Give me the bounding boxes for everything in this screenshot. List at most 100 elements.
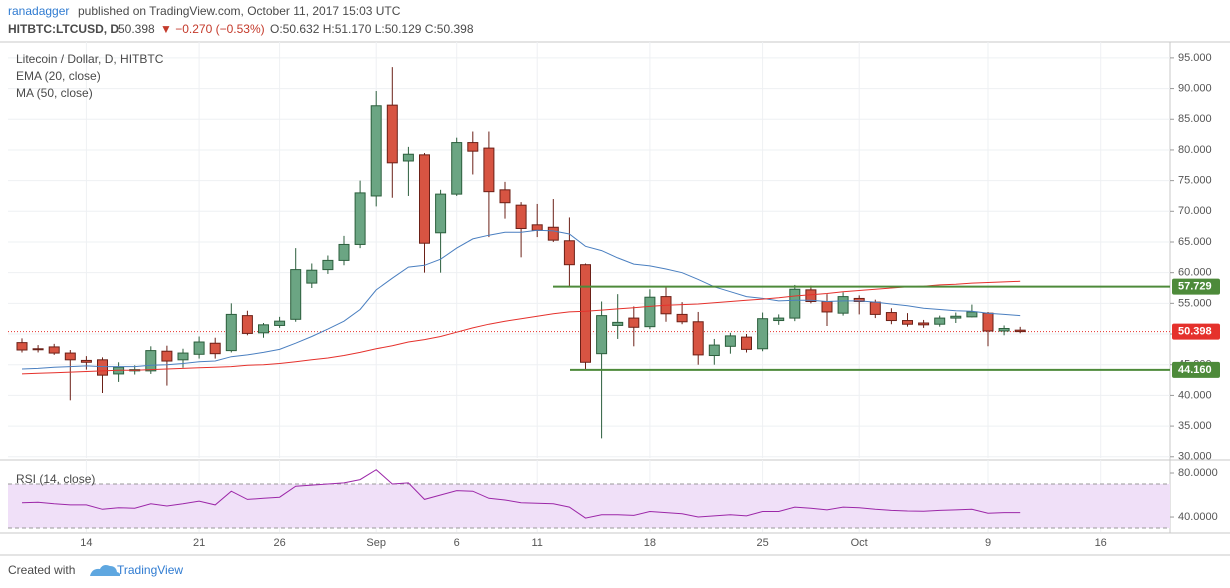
y-tick-label: 40.0000 bbox=[1178, 511, 1218, 523]
ohlc: O:50.632 H:51.170 L:50.129 C:50.398 bbox=[270, 22, 474, 36]
candle-body bbox=[451, 142, 463, 195]
candle-body bbox=[805, 289, 817, 303]
legend-entry: EMA (20, close) bbox=[16, 69, 101, 83]
published: published on TradingView.com, October 11… bbox=[78, 4, 401, 18]
candle-body bbox=[258, 324, 269, 334]
candle-body bbox=[48, 346, 60, 354]
y-tick-label: 90.000 bbox=[1178, 82, 1212, 94]
symbol: HITBTC:LTCUSD, D bbox=[8, 22, 119, 36]
candle-body bbox=[1014, 329, 1026, 333]
x-tick-label: 6 bbox=[454, 537, 460, 549]
y-tick-label: 65.000 bbox=[1178, 236, 1212, 248]
x-tick-label: 25 bbox=[756, 537, 768, 549]
candle-body bbox=[692, 321, 704, 356]
candle-body bbox=[918, 322, 930, 326]
brand[interactable]: TradingView bbox=[117, 563, 183, 577]
x-tick-label: Sep bbox=[366, 537, 386, 549]
x-tick-label: 26 bbox=[273, 537, 285, 549]
x-tick-label: Oct bbox=[851, 537, 868, 549]
price: 50.398 bbox=[118, 22, 155, 36]
candle-body bbox=[724, 335, 736, 347]
candle-body bbox=[837, 296, 849, 314]
candle-body bbox=[934, 317, 946, 325]
candle-body bbox=[145, 350, 157, 372]
y-tick-label: 30.000 bbox=[1178, 451, 1212, 463]
candle-body bbox=[386, 104, 398, 164]
y-tick-label: 95.000 bbox=[1178, 52, 1212, 64]
y-tick-label: 60.000 bbox=[1178, 267, 1212, 279]
candle-body bbox=[435, 193, 447, 234]
candle-body bbox=[32, 348, 44, 351]
author[interactable]: ranadagger bbox=[8, 4, 69, 18]
candle-body bbox=[515, 204, 527, 229]
candle-body bbox=[177, 352, 189, 361]
x-tick-label: 9 bbox=[985, 537, 991, 549]
candle-body bbox=[789, 288, 801, 319]
footer-text: Created with bbox=[8, 563, 75, 577]
x-tick-label: 16 bbox=[1095, 537, 1107, 549]
rsi-band bbox=[8, 484, 1170, 529]
candle-body bbox=[676, 313, 688, 323]
candle-body bbox=[982, 312, 994, 332]
price-label-box bbox=[1172, 361, 1220, 378]
y-tick-label: 55.000 bbox=[1178, 297, 1212, 309]
candle-body bbox=[338, 243, 350, 261]
logo bbox=[90, 565, 121, 576]
chart-title: RSI (14, close) bbox=[16, 472, 95, 486]
candle-body bbox=[596, 315, 608, 355]
y-tick-label: 75.000 bbox=[1178, 175, 1212, 187]
price-label: 57.729 bbox=[1178, 281, 1212, 293]
indicator-line bbox=[21, 280, 1021, 375]
candle-body bbox=[354, 192, 366, 245]
candle-body bbox=[209, 342, 221, 355]
chart-title: Litecoin / Dollar, D, HITBTC bbox=[16, 52, 164, 66]
candle-body bbox=[241, 315, 253, 334]
y-tick-label: 80.0000 bbox=[1178, 467, 1218, 479]
candle-body bbox=[419, 154, 430, 244]
candle-body bbox=[821, 301, 833, 313]
candle-body bbox=[16, 342, 28, 351]
candle-body bbox=[708, 344, 720, 357]
candle-body bbox=[869, 301, 881, 315]
candle-body bbox=[644, 296, 656, 328]
legend-entry: MA (50, close) bbox=[16, 86, 93, 100]
x-tick-label: 21 bbox=[193, 537, 205, 549]
candle-body bbox=[499, 189, 511, 204]
candle-body bbox=[467, 142, 479, 152]
x-tick-label: 11 bbox=[531, 537, 542, 549]
y-tick-label: 40.000 bbox=[1178, 389, 1212, 401]
candle-body bbox=[97, 359, 108, 376]
y-tick-label: 85.000 bbox=[1178, 113, 1212, 125]
candle-body bbox=[773, 317, 785, 322]
candle-body bbox=[80, 359, 92, 363]
x-tick-label: 14 bbox=[80, 537, 92, 549]
candle-body bbox=[902, 320, 913, 325]
candle-body bbox=[563, 240, 575, 266]
change: ▼ −0.270 (−0.53%) bbox=[160, 22, 265, 36]
candle-body bbox=[741, 336, 752, 350]
candle-body bbox=[966, 311, 978, 318]
candle-body bbox=[950, 315, 962, 319]
candle-body bbox=[193, 341, 205, 355]
candle-body bbox=[306, 269, 318, 284]
candle-body bbox=[628, 317, 640, 328]
candle-body bbox=[885, 312, 897, 322]
price-label-box bbox=[1172, 323, 1220, 340]
candle-body bbox=[161, 350, 173, 362]
y-tick-label: 80.000 bbox=[1178, 144, 1212, 156]
candle-body bbox=[290, 269, 302, 320]
rsi-line bbox=[21, 469, 1021, 519]
y-tick-label: 35.000 bbox=[1178, 420, 1212, 432]
candle-body bbox=[547, 226, 559, 241]
y-tick-label: 70.000 bbox=[1178, 205, 1212, 217]
candle-body bbox=[612, 321, 624, 326]
price-label: 44.160 bbox=[1178, 364, 1212, 376]
candle-body bbox=[322, 259, 334, 271]
candle-body bbox=[402, 153, 414, 162]
candle-body bbox=[370, 105, 382, 197]
candle-body bbox=[580, 264, 591, 363]
candle-body bbox=[483, 147, 495, 193]
indicator-line bbox=[21, 229, 1021, 370]
candle-body bbox=[531, 224, 543, 231]
